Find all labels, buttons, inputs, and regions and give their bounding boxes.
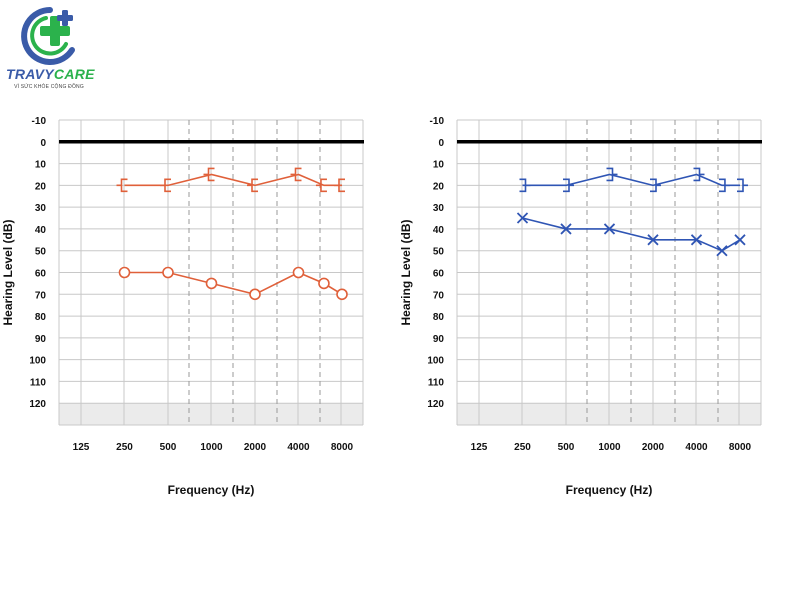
series-line [522,173,740,187]
y-tick-label: 100 [427,356,444,367]
x-tick-label: 8000 [729,442,752,453]
data-point-circle [249,288,261,301]
x-tick-label: 8000 [331,442,354,453]
data-point-bone-bracket [737,178,748,193]
data-point-bone-bracket [606,167,618,182]
x-tick-label: 500 [160,442,177,453]
data-point-bone-bracket [247,178,258,193]
data-point-x [734,234,746,246]
y-axis-title: Hearing Level (dB) [1,219,15,325]
data-point-circle [118,266,131,279]
x-tick-label: 1000 [200,442,223,453]
y-axis-title: Hearing Level (dB) [399,219,413,325]
x-tick-label: 250 [116,442,133,453]
audiogram-right-ear: -10 0 10 20 30 40 50 60 70 80 90 100 110 120 125 250 500… [1,116,364,497]
y-tick-label: 30 [35,203,47,214]
audiogram-left-ear: -10 0 10 20 30 40 50 60 70 80 90 100 110 120 125 250 500… [399,116,762,497]
data-point-x-stroke [560,223,572,235]
y-tick-label: 100 [29,356,46,367]
data-point-bone-bracket [290,167,302,182]
data-point-bone-bracket [693,167,705,182]
data-point-bone-bracket [160,178,171,193]
y-tick-label: 120 [29,399,46,410]
x-tick-label: 4000 [685,442,708,453]
y-tick-label: 20 [433,181,445,192]
x-axis-title: Frequency (Hz) [168,483,255,497]
y-tick-label: 80 [433,312,445,323]
data-point-bone-bracket [315,178,327,193]
x-axis-title: Frequency (Hz) [566,483,653,497]
data-point-x-stroke [647,234,659,246]
data-point-x-stroke [516,212,529,224]
data-point-bone-bracket [563,178,574,193]
data-point-x-stroke [690,234,703,246]
data-point-circle [336,288,348,301]
data-point-circle [318,277,330,290]
data-point-x [516,212,529,224]
y-tick-label: 40 [433,225,445,236]
data-point-x [560,223,572,235]
data-point-x [603,223,616,235]
y-tick-label: 40 [35,225,47,236]
data-point-x-stroke [603,223,616,235]
y-tick-label: 110 [30,377,47,388]
y-tick-label: 90 [433,334,445,345]
data-point-bone-bracket [650,178,661,193]
logo: TRAVYCARE VÌ SỨC KHỎE CỘNG ĐỒNG [6,4,96,96]
x-tick-label: 125 [471,442,488,453]
logo-tagline: VÌ SỨC KHỎE CỘNG ĐỒNG [14,84,84,90]
data-point-x-stroke [734,234,746,246]
data-point-bone-bracket [116,178,128,193]
data-point-circle [162,266,174,279]
x-tick-label: 4000 [287,442,310,453]
y-tick-label: 0 [438,138,444,149]
series-line [124,173,342,187]
medical-cross-logo-icon [21,7,75,65]
y-tick-label: 10 [35,160,47,171]
y-tick-label: 70 [433,290,445,301]
y-tick-label: 0 [40,138,46,149]
data-point-bone-bracket [519,178,531,193]
y-tick-label: 50 [35,247,47,258]
data-point-x-stroke [716,245,728,257]
x-tick-label: 1000 [598,442,621,453]
data-point-bone-bracket [203,167,215,182]
data-point-x [716,245,728,257]
y-tick-label: 50 [433,247,445,258]
y-tick-label: 30 [433,203,445,214]
data-point-x [690,234,703,246]
x-tick-label: 500 [558,442,575,453]
y-tick-label: -10 [32,116,47,127]
y-tick-label: 20 [35,181,47,192]
x-tick-label: 2000 [642,442,665,453]
data-point-bone-bracket [718,178,730,193]
y-tick-label: -10 [430,116,445,127]
data-point-circle [292,266,305,279]
y-tick-label: 10 [433,160,445,171]
y-tick-label: 90 [35,334,47,345]
data-point-x [647,234,659,246]
y-tick-label: 80 [35,312,47,323]
data-point-bone-bracket [334,178,345,193]
data-point-circle [205,277,218,290]
y-tick-label: 70 [35,290,47,301]
y-tick-label: 60 [433,269,445,280]
y-tick-label: 120 [427,399,444,410]
y-tick-label: 60 [35,269,47,280]
x-tick-label: 250 [514,442,531,453]
y-tick-label: 110 [428,377,445,388]
x-tick-label: 2000 [244,442,267,453]
logo-brand: TRAVYCARE [6,66,95,82]
x-tick-label: 125 [73,442,90,453]
